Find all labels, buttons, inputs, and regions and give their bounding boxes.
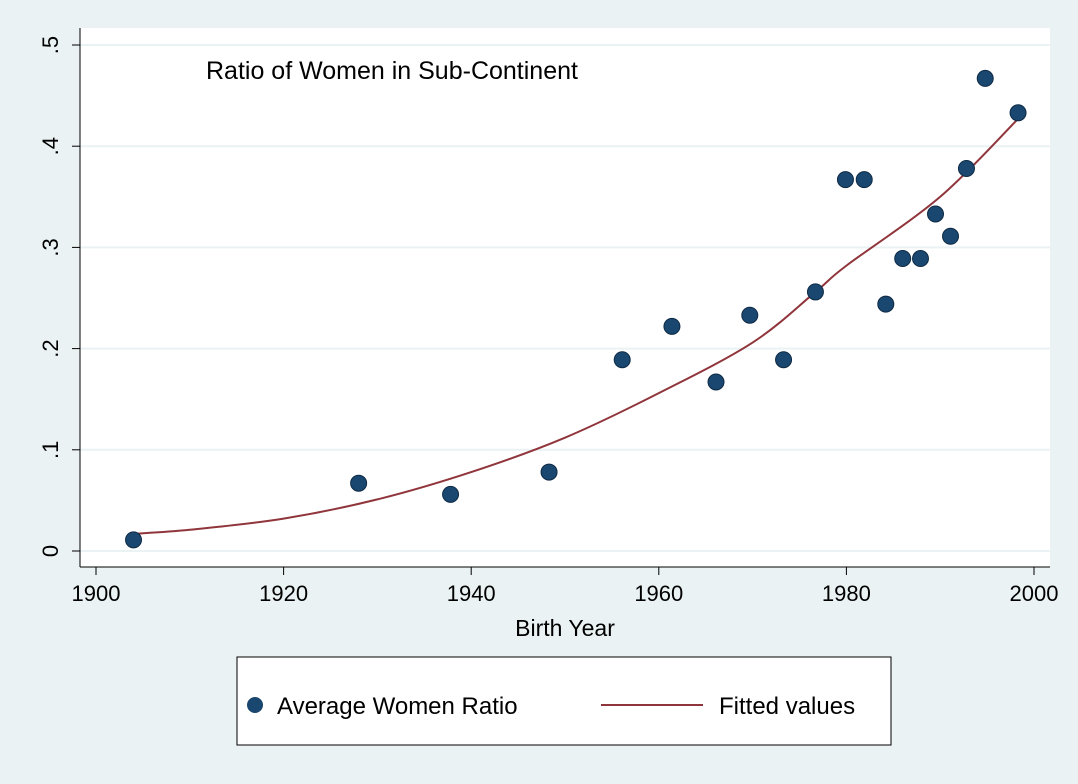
data-point — [707, 373, 725, 391]
y-ticks: 0 .1 .2 .3 .4 .5 — [38, 36, 80, 557]
data-point — [912, 250, 930, 268]
data-point — [894, 250, 912, 268]
x-tick-label: 1980 — [822, 581, 871, 606]
legend-label-average-women-ratio: Average Women Ratio — [277, 693, 518, 720]
data-point — [976, 69, 994, 87]
data-point — [540, 463, 558, 481]
legend-marker-average-women-ratio — [247, 697, 263, 713]
data-point — [927, 205, 945, 223]
fitted-values-line — [133, 118, 1019, 535]
y-tick-label: .1 — [38, 441, 63, 459]
data-point — [942, 227, 960, 245]
scatter-points — [125, 69, 1027, 549]
gridlines — [80, 44, 1050, 552]
legend: Average Women Ratio Fitted values — [236, 656, 892, 746]
x-tick-label: 1900 — [72, 581, 121, 606]
legend-box — [236, 656, 892, 746]
y-tick-label: .4 — [38, 137, 63, 155]
data-point — [855, 171, 873, 189]
y-tick-label: .3 — [38, 238, 63, 256]
data-point — [741, 306, 759, 324]
fitted-line-group — [133, 118, 1019, 535]
axes — [79, 28, 1050, 568]
data-point — [1009, 104, 1027, 122]
y-tick-label: .5 — [38, 36, 63, 54]
plot-region — [80, 28, 1050, 567]
x-ticks: 1900 1920 1940 1960 1980 2000 — [72, 567, 1059, 606]
data-point — [806, 283, 824, 301]
x-tick-label: 1920 — [259, 581, 308, 606]
data-point — [663, 317, 681, 335]
data-point — [836, 171, 854, 189]
x-tick-label: 2000 — [1010, 581, 1059, 606]
x-axis-title: Birth Year — [515, 615, 615, 641]
data-point — [613, 351, 631, 369]
data-point — [775, 351, 793, 369]
x-tick-label: 1940 — [447, 581, 496, 606]
y-tick-label: 0 — [38, 545, 63, 557]
y-tick-label: .2 — [38, 339, 63, 357]
data-point — [957, 159, 975, 177]
data-point — [350, 474, 368, 492]
legend-label-fitted-values: Fitted values — [719, 693, 855, 720]
data-point — [125, 531, 143, 549]
chart-annotation: Ratio of Women in Sub-Continent — [206, 57, 578, 85]
data-point — [442, 485, 460, 503]
x-tick-label: 1960 — [634, 581, 683, 606]
data-point — [877, 295, 895, 313]
